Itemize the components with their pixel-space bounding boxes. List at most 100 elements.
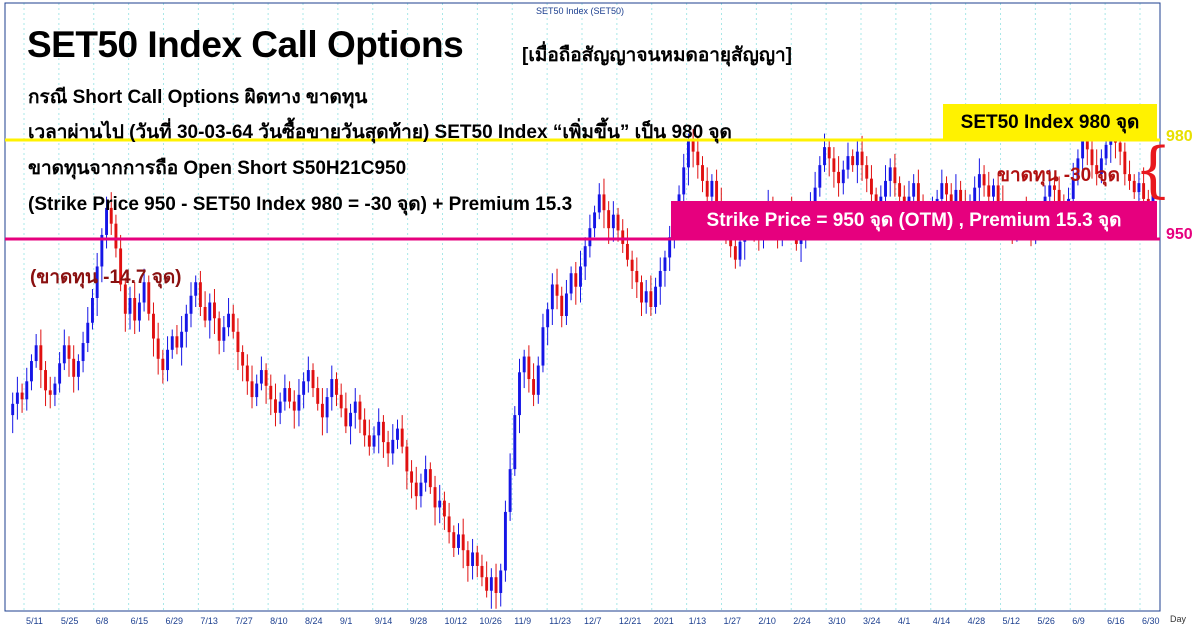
candle-body bbox=[893, 167, 897, 184]
candle-body bbox=[227, 313, 231, 328]
x-tick-label: 5/11 bbox=[26, 616, 43, 626]
candle-body bbox=[400, 428, 404, 447]
candle-body bbox=[616, 214, 620, 231]
candle-body bbox=[818, 165, 822, 188]
candle-body bbox=[837, 171, 841, 184]
candle-body bbox=[349, 412, 353, 427]
candle-body bbox=[630, 259, 634, 271]
candle-body bbox=[851, 156, 855, 166]
candle-body bbox=[152, 313, 155, 339]
candle-body bbox=[1081, 140, 1085, 159]
candle-body bbox=[635, 270, 639, 283]
candle-body bbox=[147, 282, 151, 314]
x-axis-label: Day bbox=[1170, 614, 1187, 624]
x-tick-label: 6/30 bbox=[1142, 616, 1160, 626]
candle-body bbox=[231, 313, 235, 332]
candle-body bbox=[213, 302, 216, 319]
candle-body bbox=[358, 401, 362, 420]
candle-body bbox=[245, 365, 249, 382]
candle-body bbox=[274, 399, 277, 413]
candle-body bbox=[250, 381, 254, 398]
candle-body bbox=[166, 349, 170, 371]
candle-body bbox=[658, 270, 662, 287]
x-tick-label: 6/29 bbox=[166, 616, 184, 626]
candle-body bbox=[259, 370, 263, 384]
candle-body bbox=[945, 183, 948, 195]
candle-body bbox=[105, 207, 108, 235]
candle-body bbox=[292, 401, 296, 411]
candle-body bbox=[391, 439, 395, 454]
candle-body bbox=[686, 140, 690, 168]
candle-body bbox=[940, 183, 944, 199]
candle-body bbox=[1076, 158, 1080, 179]
candle-body bbox=[710, 180, 714, 197]
level-950-label: 950 bbox=[1166, 226, 1193, 243]
candle-body bbox=[372, 435, 376, 447]
candle-body bbox=[513, 415, 517, 470]
candle-body bbox=[438, 500, 442, 508]
candle-body bbox=[86, 322, 90, 344]
level-980-label: 980 bbox=[1166, 128, 1193, 145]
candle-body bbox=[527, 356, 531, 380]
x-tick-label: 11/23 bbox=[549, 616, 571, 626]
chart-caption: SET50 Index (SET50) bbox=[535, 6, 625, 16]
candle-body bbox=[222, 327, 226, 341]
description-line-3: ขาดทุนจากการถือ Open Short S50H21C950 bbox=[28, 158, 407, 179]
x-tick-label: 10/12 bbox=[445, 616, 468, 626]
candle-body bbox=[194, 282, 198, 296]
candle-body bbox=[823, 147, 826, 166]
candle-body bbox=[841, 169, 845, 184]
candle-body bbox=[579, 266, 582, 287]
candle-body bbox=[560, 295, 564, 317]
candle-body bbox=[72, 358, 76, 377]
candle-body bbox=[203, 307, 207, 321]
candle-body bbox=[175, 336, 179, 348]
candle-body bbox=[489, 577, 493, 591]
candle-body bbox=[128, 297, 132, 314]
candle-body bbox=[1151, 194, 1155, 204]
candle-body bbox=[30, 361, 33, 382]
x-tick-label: 6/9 bbox=[1072, 616, 1085, 626]
candle-body bbox=[649, 291, 653, 307]
loss-30-label: ขาดทุน -30 จุด bbox=[997, 165, 1120, 186]
candle-body bbox=[555, 284, 559, 296]
candle-body bbox=[283, 388, 287, 402]
candle-body bbox=[593, 212, 597, 229]
candle-body bbox=[62, 345, 66, 364]
candle-body bbox=[339, 394, 343, 409]
candle-body bbox=[330, 379, 334, 398]
x-tick-label: 6/8 bbox=[96, 616, 109, 626]
candle-body bbox=[1085, 140, 1089, 150]
candle-body bbox=[912, 183, 916, 197]
candle-body bbox=[58, 363, 62, 384]
description-line-2: เวลาผ่านไป (วันที่ 30-03-64 วันซื้อขายวั… bbox=[28, 122, 732, 143]
candle-body bbox=[564, 293, 568, 317]
candle-body bbox=[39, 345, 43, 371]
candle-body bbox=[574, 273, 578, 287]
candle-body bbox=[813, 187, 817, 204]
candle-body bbox=[353, 401, 357, 413]
candle-body bbox=[457, 534, 460, 548]
candle-body bbox=[133, 297, 137, 321]
candle-body bbox=[860, 151, 864, 166]
candle-body bbox=[865, 165, 869, 179]
candle-body bbox=[428, 469, 432, 488]
candle-body bbox=[311, 370, 315, 389]
candle-body bbox=[48, 390, 52, 395]
index-980-label: SET50 Index 980 จุด bbox=[943, 104, 1157, 140]
title-subtitle: [เมื่อถือสัญญาจนหมดอายุสัญญา] bbox=[522, 45, 793, 66]
candle-body bbox=[494, 577, 498, 593]
candle-body bbox=[452, 532, 456, 548]
candle-body bbox=[447, 516, 451, 533]
candle-body bbox=[208, 302, 212, 321]
candle-body bbox=[1128, 174, 1131, 181]
candle-body bbox=[95, 266, 99, 298]
candle-body bbox=[278, 401, 282, 413]
x-tick-label: 9/28 bbox=[410, 616, 428, 626]
candle-body bbox=[588, 228, 592, 247]
net-loss-label: (ขาดทุน -14.7 จุด) bbox=[30, 267, 182, 288]
candle-body bbox=[396, 428, 399, 440]
x-tick-label: 3/10 bbox=[828, 616, 846, 626]
candle-body bbox=[583, 246, 587, 267]
candle-body bbox=[316, 388, 320, 404]
